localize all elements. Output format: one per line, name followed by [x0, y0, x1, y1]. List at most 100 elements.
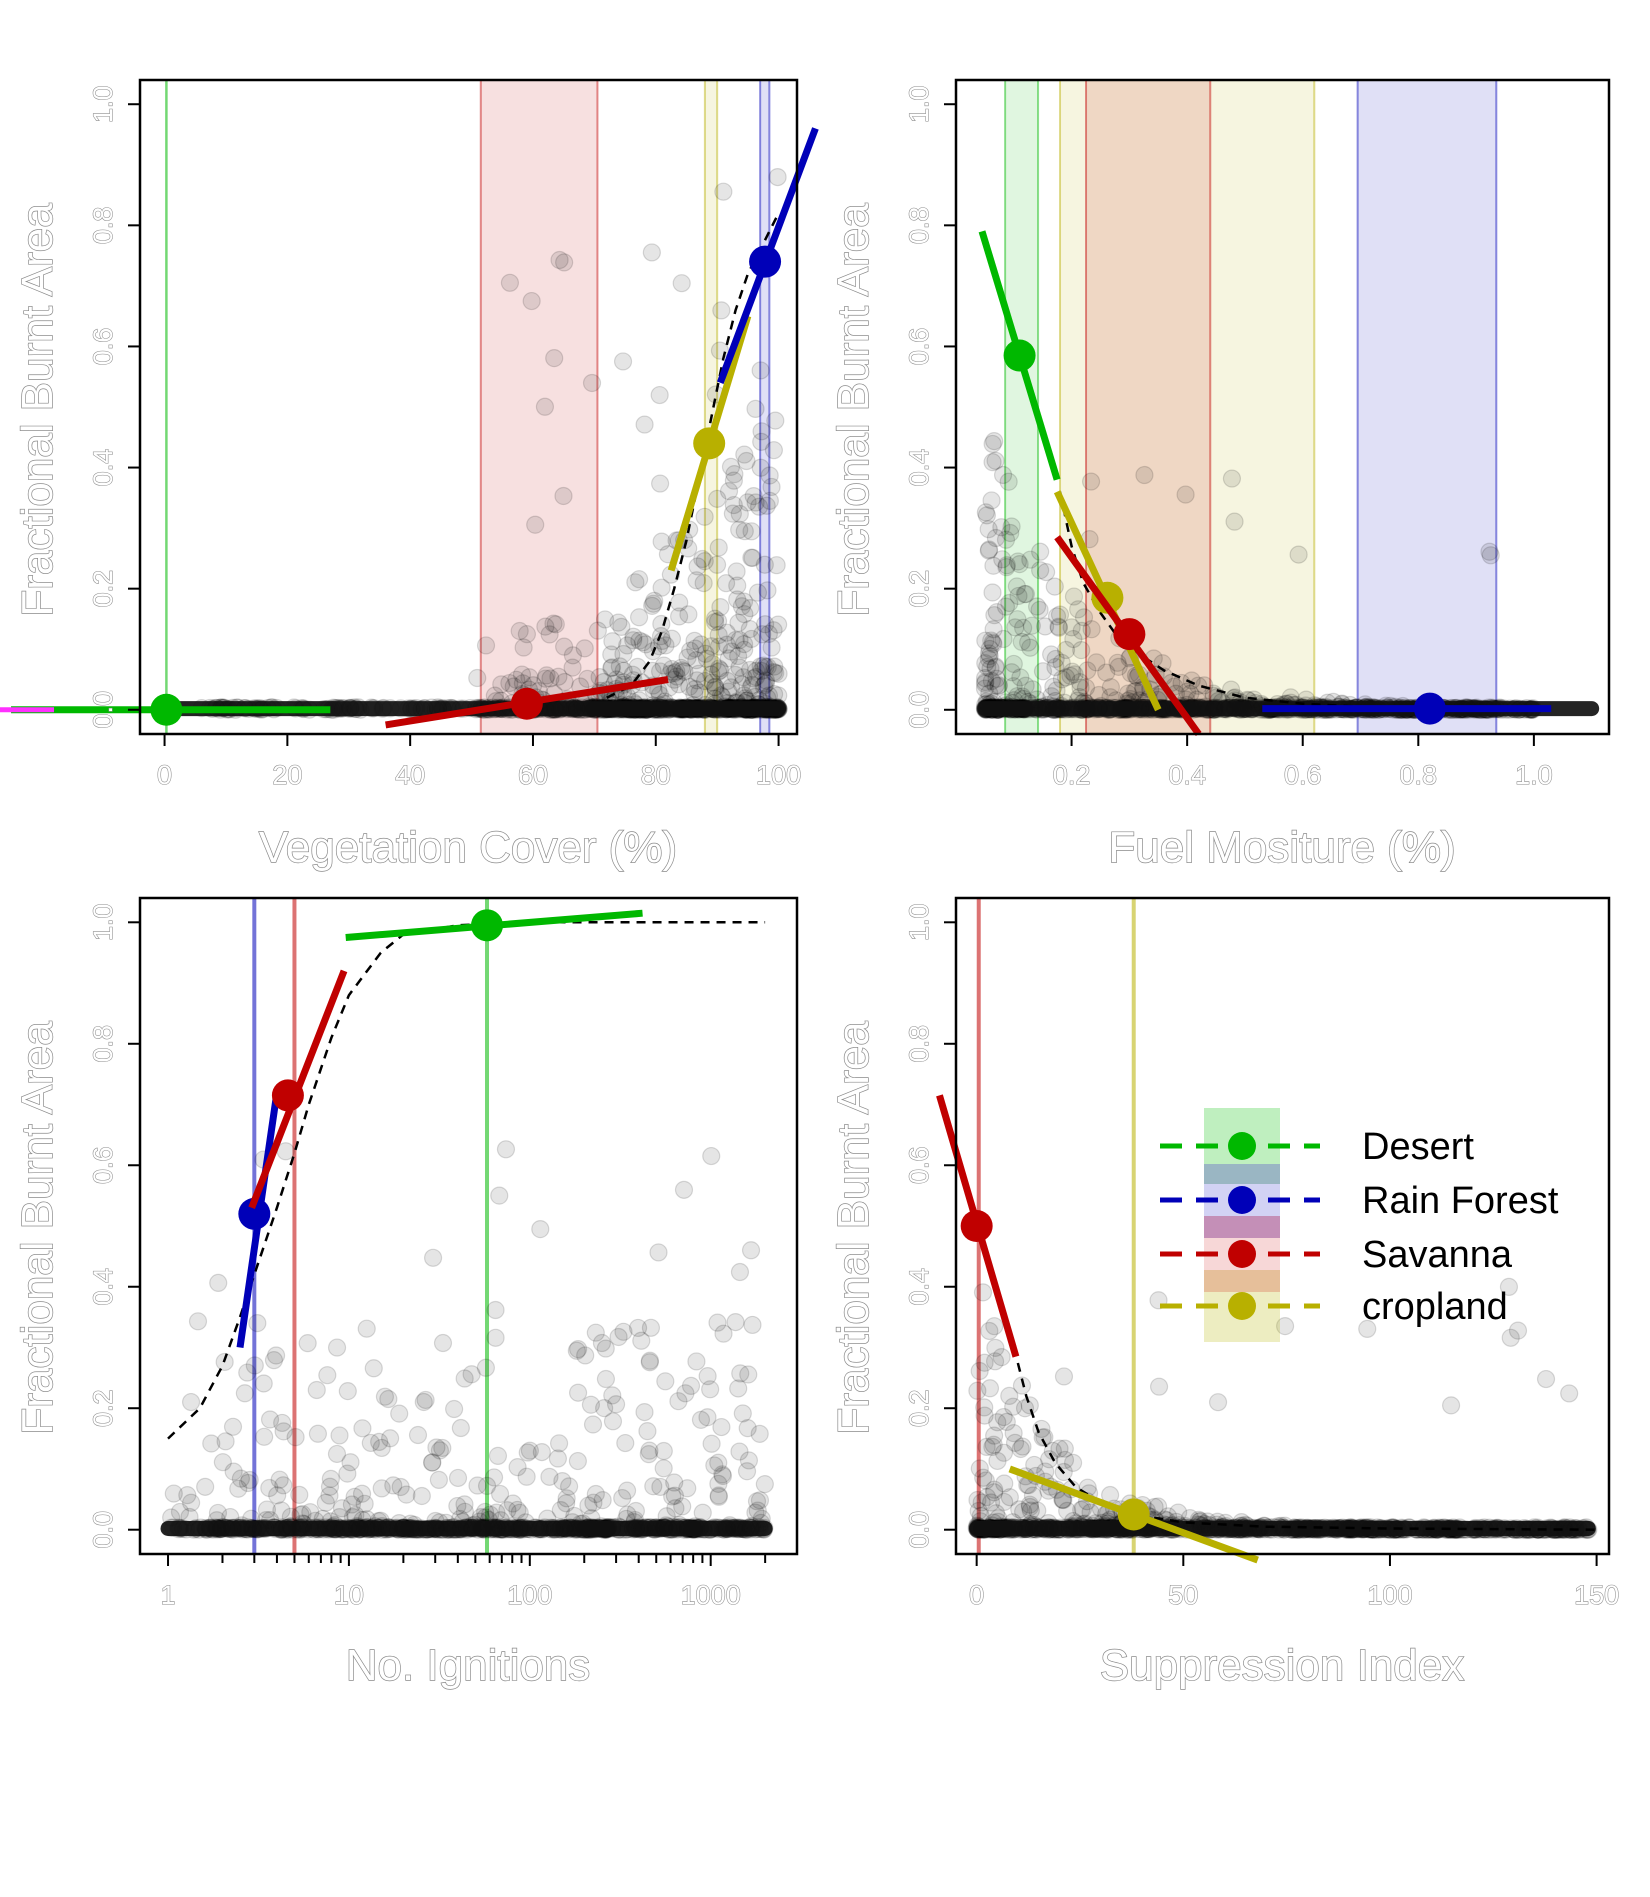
scatter-point: [709, 637, 729, 656]
scatter-point: [741, 598, 760, 618]
scatter-point: [1501, 1328, 1520, 1347]
panel-suppression-index-marks: 0.0 0.2 0.4 0.6 0.8 1.0 0 50 100 150: [903, 898, 1620, 1611]
scatter-point: [760, 491, 779, 510]
scatter-point: [713, 1466, 733, 1486]
scatter-point: [548, 1449, 568, 1468]
scatter-point: [656, 636, 675, 655]
scatter-point: [669, 1392, 688, 1411]
scatter-point: [1536, 1369, 1556, 1389]
y-tick-label: 0.0: [88, 1511, 118, 1549]
scatter-point: [740, 660, 760, 680]
scatter-point: [980, 1379, 1000, 1398]
scatter-point: [755, 555, 774, 574]
y-tick-label: 0.8: [88, 207, 118, 245]
scatter-point: [976, 1471, 995, 1490]
legend-label: Savanna: [1362, 1234, 1513, 1276]
scatter-point: [520, 668, 539, 687]
scatter-point: [268, 1486, 287, 1505]
scatter-point: [182, 1493, 201, 1512]
scatter-point: [985, 606, 1004, 625]
scatter-point: [719, 682, 738, 701]
scatter-point: [1275, 1317, 1295, 1336]
scatter-point: [553, 1471, 572, 1491]
scatter-point: [568, 1383, 588, 1402]
point-savanna: [960, 1210, 993, 1242]
scatter-point: [695, 552, 714, 571]
scatter-point: [1016, 676, 1035, 695]
scatter-point: [563, 658, 582, 677]
scatter-point: [635, 415, 654, 434]
scatter-point: [712, 1417, 731, 1437]
legend-marker: [1228, 1292, 1256, 1320]
scatter-point: [970, 1459, 989, 1478]
scatter-point: [202, 1434, 221, 1453]
scatter-point: [705, 612, 725, 632]
scatter-point: [575, 639, 594, 658]
scatter-point: [639, 1445, 658, 1464]
scatter-point: [274, 1422, 293, 1441]
legend-entry-cropland: cropland: [1160, 1286, 1508, 1328]
scatter-point: [557, 1494, 576, 1513]
scatter-point: [555, 672, 574, 692]
scatter-point: [286, 1428, 305, 1447]
scatter-point: [546, 615, 565, 634]
scatter-point: [735, 640, 754, 659]
scatter-point: [679, 605, 698, 624]
scatter-point: [603, 1386, 622, 1405]
scatter-point: [633, 633, 653, 652]
y-tick-label: 0.4: [88, 449, 118, 487]
y-tick-label: 0.2: [904, 570, 934, 608]
scatter-point: [748, 583, 768, 602]
scatter-point: [375, 1387, 395, 1406]
scatter-point: [689, 664, 708, 683]
scatter-point: [1023, 1486, 1043, 1505]
scatter-point: [1050, 1439, 1069, 1458]
scatter-point: [708, 489, 727, 508]
scatter-point: [979, 649, 998, 669]
scatter-point: [433, 1333, 453, 1353]
point-desert: [150, 693, 183, 726]
scatter-point: [522, 291, 541, 311]
scatter-point: [1010, 555, 1029, 574]
scatter-point: [711, 598, 730, 617]
plot-frame: [954, 78, 1611, 736]
scatter-point: [709, 1474, 728, 1493]
scatter-point: [1033, 662, 1053, 681]
scatter-point: [984, 1435, 1003, 1454]
scatter-point: [974, 1468, 993, 1487]
scatter-point: [224, 1462, 243, 1481]
scatter-point: [518, 1443, 537, 1462]
scatter-point: [753, 625, 772, 644]
scatter-point: [674, 1180, 694, 1199]
scatter-point: [725, 465, 744, 484]
scatter-point: [1225, 512, 1244, 531]
scatter-point: [1023, 680, 1042, 699]
scatter-point: [764, 441, 784, 460]
scatter-point: [596, 1339, 615, 1358]
scatter-point: [1013, 1437, 1032, 1456]
scatter-point: [1125, 682, 1144, 701]
scatter-point: [614, 1322, 633, 1341]
scatter-point: [430, 1441, 450, 1460]
scatter-point: [768, 167, 787, 187]
scatter-point: [582, 373, 602, 393]
scatter-point: [476, 1358, 495, 1377]
x-tick-label: 50: [1168, 1580, 1198, 1610]
scatter-point: [557, 1489, 576, 1508]
scatter-point: [686, 639, 705, 658]
scatter-point: [983, 453, 1002, 472]
scatter-point: [416, 1390, 435, 1410]
scatter-point: [496, 1140, 516, 1159]
band-savanna: [480, 80, 598, 734]
scatter-point: [1030, 600, 1049, 620]
scatter-point: [730, 520, 749, 539]
scatter-point: [994, 629, 1013, 649]
scatter-point: [1021, 1501, 1040, 1520]
point-rain-forest: [1413, 692, 1446, 725]
scatter-point: [985, 1317, 1004, 1336]
scatter-point: [730, 504, 749, 524]
scatter-point: [1109, 657, 1128, 676]
scatter-point: [581, 1395, 601, 1414]
scatter-point: [1081, 1503, 1100, 1522]
